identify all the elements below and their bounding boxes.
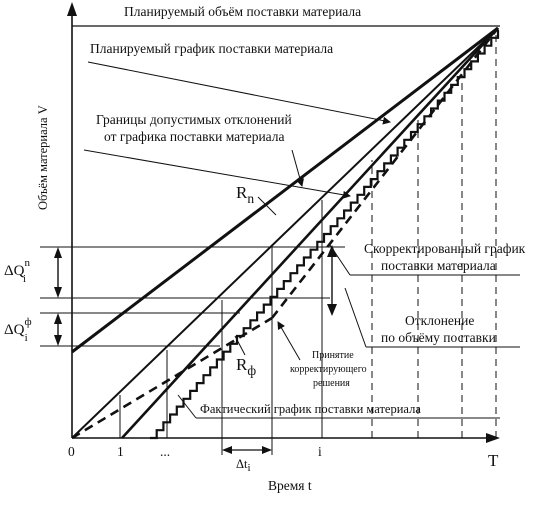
x-end-label: T xyxy=(488,451,499,470)
corrected-label-1: Скорректированный график xyxy=(364,241,526,256)
decision-label-1: Принятие xyxy=(312,350,354,361)
x-tick-dots: ... xyxy=(160,444,170,459)
bounds-label-1: Границы допустимых отклонений xyxy=(96,112,292,127)
decision-label-2: корректирующего xyxy=(290,364,367,375)
callout-rf xyxy=(234,335,246,356)
y-axis-arrow xyxy=(67,2,77,16)
x-axis-arrow xyxy=(486,433,500,443)
decision-label-3: решения xyxy=(313,378,350,389)
callout-actual-2 xyxy=(177,394,197,419)
corrected-schedule-line xyxy=(270,27,500,319)
planned-schedule-line xyxy=(71,27,499,439)
x-tick-1: 1 xyxy=(117,444,124,459)
planned-schedule-label: Планируемый график поставки материала xyxy=(90,41,333,56)
deviation-label-1: Отклонение xyxy=(405,313,474,328)
deviation-arrow-top xyxy=(327,245,337,257)
deviation-label-2: по объёму поставки xyxy=(381,330,496,345)
dt-label: Δti xyxy=(236,457,251,474)
bounds-label-2: от графика поставки материала xyxy=(104,129,285,144)
callout-bounds-1 xyxy=(83,149,351,199)
dq-f-arrow-top xyxy=(54,313,62,324)
x-axis-label: Время t xyxy=(268,478,312,493)
dq-n-label: ΔQn i xyxy=(4,257,30,285)
actual-schedule-label: Фактический график поставки материала xyxy=(200,402,421,416)
dq-f-label: ΔQф i xyxy=(4,316,32,344)
deviation-arrow-bottom xyxy=(327,304,337,316)
dq-n-arrow-bottom xyxy=(54,287,62,298)
dq-n-arrow-top xyxy=(54,247,62,258)
callout-planned xyxy=(87,61,391,125)
lower-bound-line-visible xyxy=(121,27,499,439)
upper-bound-line xyxy=(71,26,499,354)
callout-deviation-2 xyxy=(344,287,367,348)
x-tick-i: i xyxy=(318,444,322,459)
dq-f-arrow-bottom xyxy=(54,335,62,346)
callout-bounds-2 xyxy=(291,149,304,187)
rn-label: Rn xyxy=(236,183,254,206)
callout-decision xyxy=(277,321,301,361)
actual-schedule-staircase xyxy=(150,30,500,440)
origin-label: 0 xyxy=(68,444,75,459)
actual-dashed-before xyxy=(71,316,273,440)
y-axis-label: Объём материала V xyxy=(36,105,50,210)
dt-arrow-left xyxy=(222,446,232,454)
callout-rn xyxy=(257,196,277,216)
rf-label: Rф xyxy=(236,355,256,378)
title: Планируемый объём поставки материала xyxy=(124,4,361,19)
corrected-label-2: поставки материала xyxy=(381,258,496,273)
dt-arrow-right xyxy=(262,446,272,454)
